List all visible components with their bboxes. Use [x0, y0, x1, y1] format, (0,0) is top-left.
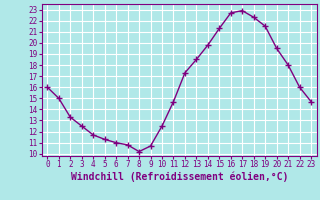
X-axis label: Windchill (Refroidissement éolien,°C): Windchill (Refroidissement éolien,°C)	[70, 172, 288, 182]
